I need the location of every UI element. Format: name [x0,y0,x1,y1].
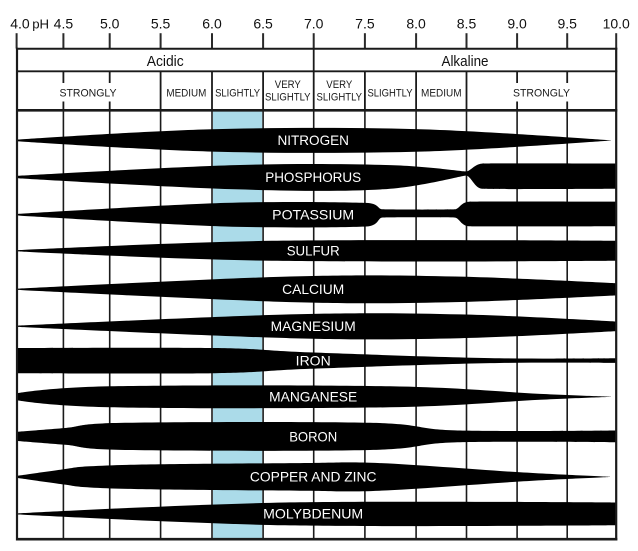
svg-text:VERY: VERY [275,79,301,91]
svg-text:PHOSPHORUS: PHOSPHORUS [265,170,361,185]
svg-text:10.0: 10.0 [603,16,630,32]
svg-text:VERY: VERY [326,79,352,91]
svg-text:STRONGLY: STRONGLY [513,88,570,100]
svg-text:Acidic: Acidic [147,54,184,70]
svg-text:Alkaline: Alkaline [442,54,489,70]
svg-text:MAGNESIUM: MAGNESIUM [271,319,356,334]
svg-text:CALCIUM: CALCIUM [282,282,344,297]
svg-text:9.5: 9.5 [557,16,577,32]
svg-text:5.5: 5.5 [151,16,171,32]
svg-text:5.0: 5.0 [100,16,120,32]
svg-text:7.5: 7.5 [355,16,375,32]
svg-text:4.5: 4.5 [54,16,74,32]
svg-text:6.0: 6.0 [202,16,222,32]
svg-text:SLIGHTLY: SLIGHTLY [265,91,311,103]
svg-text:8.5: 8.5 [457,16,477,32]
svg-text:7.0: 7.0 [304,16,324,32]
svg-text:6.5: 6.5 [253,16,273,32]
svg-text:8.0: 8.0 [406,16,426,32]
svg-text:MEDIUM: MEDIUM [166,88,206,100]
svg-text:COPPER AND ZINC: COPPER AND ZINC [250,470,377,485]
svg-text:pH: pH [32,17,49,32]
svg-text:SLIGHTLY: SLIGHTLY [368,88,413,100]
svg-text:MEDIUM: MEDIUM [421,88,462,100]
svg-text:4.0: 4.0 [10,16,30,32]
svg-text:SULFUR: SULFUR [287,244,340,259]
svg-text:STRONGLY: STRONGLY [60,88,117,100]
svg-text:MANGANESE: MANGANESE [269,390,357,405]
svg-text:BORON: BORON [289,429,337,444]
svg-text:9.0: 9.0 [507,16,527,32]
svg-text:NITROGEN: NITROGEN [277,133,349,148]
svg-text:SLIGHTLY: SLIGHTLY [215,88,260,100]
svg-text:POTASSIUM: POTASSIUM [272,208,354,223]
svg-text:MOLYBDENUM: MOLYBDENUM [263,507,363,522]
svg-text:SLIGHTLY: SLIGHTLY [317,91,363,103]
svg-text:IRON: IRON [296,353,331,368]
